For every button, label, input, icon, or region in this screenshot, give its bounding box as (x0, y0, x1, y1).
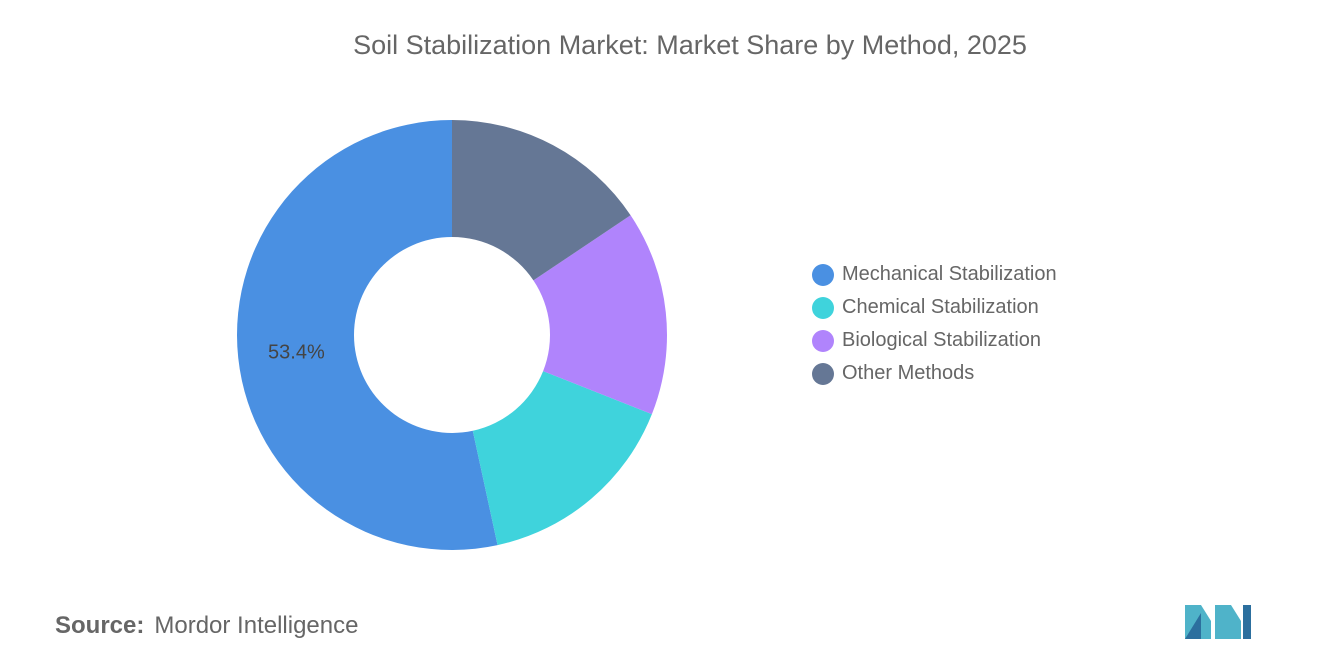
legend-label: Other Methods (842, 362, 975, 384)
legend-swatch (812, 362, 834, 385)
legend-label: Mechanical Stabilization (842, 263, 1057, 285)
mordor-logo (1185, 605, 1251, 639)
legend-label: Chemical Stabilization (842, 296, 1039, 318)
chart-title: Soil Stabilization Market: Market Share … (353, 30, 1027, 60)
data-label: 53.4% (268, 342, 325, 364)
legend-item: Other Methods (812, 357, 1057, 390)
legend-item: Chemical Stabilization (812, 291, 1057, 324)
legend-swatch (812, 263, 834, 286)
slice-other-methods (452, 120, 631, 281)
legend: Mechanical Stabilization Chemical Stabili… (812, 258, 1057, 390)
slice-chemical-stabilization (472, 371, 652, 546)
slice-mechanical-stabilization (237, 120, 498, 550)
legend-label: Biological Stabilization (842, 329, 1042, 351)
donut-chart: 53.4% (237, 120, 667, 550)
slice-biological-stabilization (533, 215, 667, 415)
legend-swatch (812, 329, 834, 352)
legend-swatch (812, 296, 834, 319)
source-label: Source: (55, 612, 145, 639)
legend-item: Biological Stabilization (812, 324, 1057, 357)
source-value: Mordor Intelligence (154, 612, 359, 639)
source-note: Source: Mordor Intelligence (55, 612, 358, 640)
legend-item: Mechanical Stabilization (812, 258, 1057, 291)
